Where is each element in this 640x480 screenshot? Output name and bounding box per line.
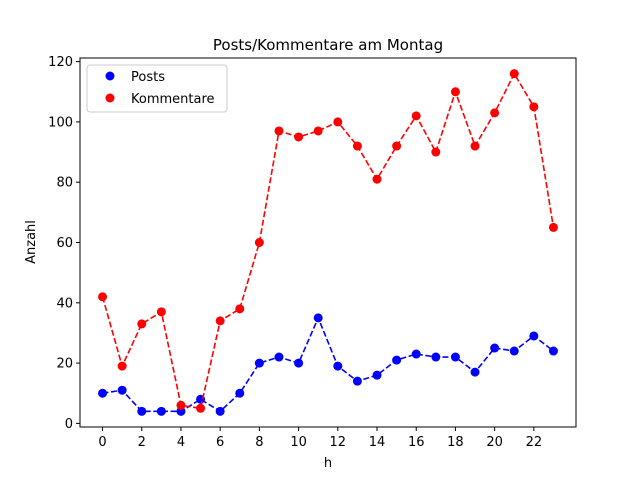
- legend-label-posts: Posts: [131, 70, 165, 85]
- data-point-posts: [98, 388, 108, 398]
- data-point-kommentare: [392, 141, 402, 151]
- data-point-kommentare: [411, 111, 421, 121]
- x-tick-label: 6: [216, 435, 224, 450]
- data-point-posts: [137, 406, 147, 416]
- data-point-kommentare: [450, 87, 460, 97]
- x-tick-label: 14: [369, 435, 386, 450]
- x-tick-label: 12: [330, 435, 347, 450]
- data-point-kommentare: [548, 222, 558, 232]
- data-point-kommentare: [431, 147, 441, 157]
- y-axis-label: Anzahl: [24, 220, 39, 264]
- data-point-posts: [274, 352, 284, 362]
- data-point-posts: [352, 376, 362, 386]
- data-point-kommentare: [352, 141, 362, 151]
- data-point-kommentare: [254, 238, 264, 247]
- legend-marker-kommentare: [105, 93, 115, 103]
- x-tick-label: 22: [526, 435, 543, 450]
- data-point-kommentare: [274, 126, 284, 136]
- data-point-posts: [117, 385, 127, 395]
- data-point-kommentare: [490, 108, 500, 118]
- data-point-kommentare: [176, 400, 186, 410]
- data-point-kommentare: [313, 126, 323, 136]
- data-point-kommentare: [470, 141, 480, 151]
- data-point-posts: [470, 367, 480, 377]
- y-tick-label: 100: [48, 115, 73, 130]
- data-point-kommentare: [117, 361, 127, 371]
- data-point-kommentare: [235, 304, 245, 314]
- x-tick-label: 0: [98, 435, 106, 450]
- data-point-posts: [548, 346, 558, 356]
- data-point-posts: [215, 406, 225, 416]
- data-point-kommentare: [333, 117, 343, 127]
- data-point-kommentare: [509, 69, 519, 79]
- data-point-posts: [431, 352, 441, 362]
- x-tick-label: 18: [447, 435, 464, 450]
- x-tick-label: 10: [290, 435, 307, 450]
- data-point-kommentare: [294, 132, 304, 142]
- y-tick-label: 80: [56, 176, 73, 191]
- data-point-posts: [294, 358, 304, 368]
- data-point-kommentare: [196, 403, 206, 413]
- x-tick-label: 20: [486, 435, 503, 450]
- chart-title: Posts/Kommentare am Montag: [213, 36, 443, 54]
- data-point-kommentare: [156, 307, 166, 317]
- legend: Posts Kommentare: [86, 64, 228, 113]
- data-point-posts: [313, 313, 323, 323]
- series-line-posts: [102, 315, 554, 413]
- y-tick-label: 20: [56, 357, 73, 372]
- x-tick-label: 2: [138, 435, 146, 450]
- data-point-posts: [411, 349, 421, 359]
- x-axis: 0 2 4 6 8 10 12 14 16 18 20 22: [98, 427, 542, 450]
- data-point-kommentare: [137, 319, 147, 329]
- series-layer: [98, 69, 558, 416]
- x-tick-label: 8: [255, 435, 263, 450]
- data-point-posts: [372, 370, 382, 380]
- series-line-kommentare: [101, 72, 555, 410]
- y-tick-label: 40: [56, 296, 73, 311]
- data-point-posts: [450, 352, 460, 362]
- legend-label-kommentare: Kommentare: [131, 92, 215, 107]
- data-point-kommentare: [215, 316, 225, 326]
- x-tick-label: 16: [408, 435, 425, 450]
- data-point-kommentare: [98, 292, 108, 302]
- data-point-posts: [254, 358, 264, 368]
- x-tick-label: 4: [177, 435, 185, 450]
- y-tick-label: 0: [65, 417, 73, 432]
- data-point-posts: [235, 388, 245, 398]
- data-point-posts: [529, 331, 539, 341]
- data-point-kommentare: [372, 174, 382, 184]
- legend-marker-posts: [105, 71, 115, 81]
- data-point-posts: [333, 361, 343, 371]
- y-tick-label: 120: [48, 55, 73, 70]
- y-tick-label: 60: [56, 236, 73, 251]
- legend-box: [86, 64, 228, 113]
- y-axis: 0 20 40 60 80 100 120: [48, 55, 80, 432]
- data-point-posts: [490, 343, 500, 353]
- data-point-posts: [509, 346, 519, 356]
- data-point-posts: [392, 355, 402, 365]
- x-axis-label: h: [324, 456, 332, 471]
- data-point-posts: [156, 406, 166, 416]
- data-point-kommentare: [529, 102, 539, 112]
